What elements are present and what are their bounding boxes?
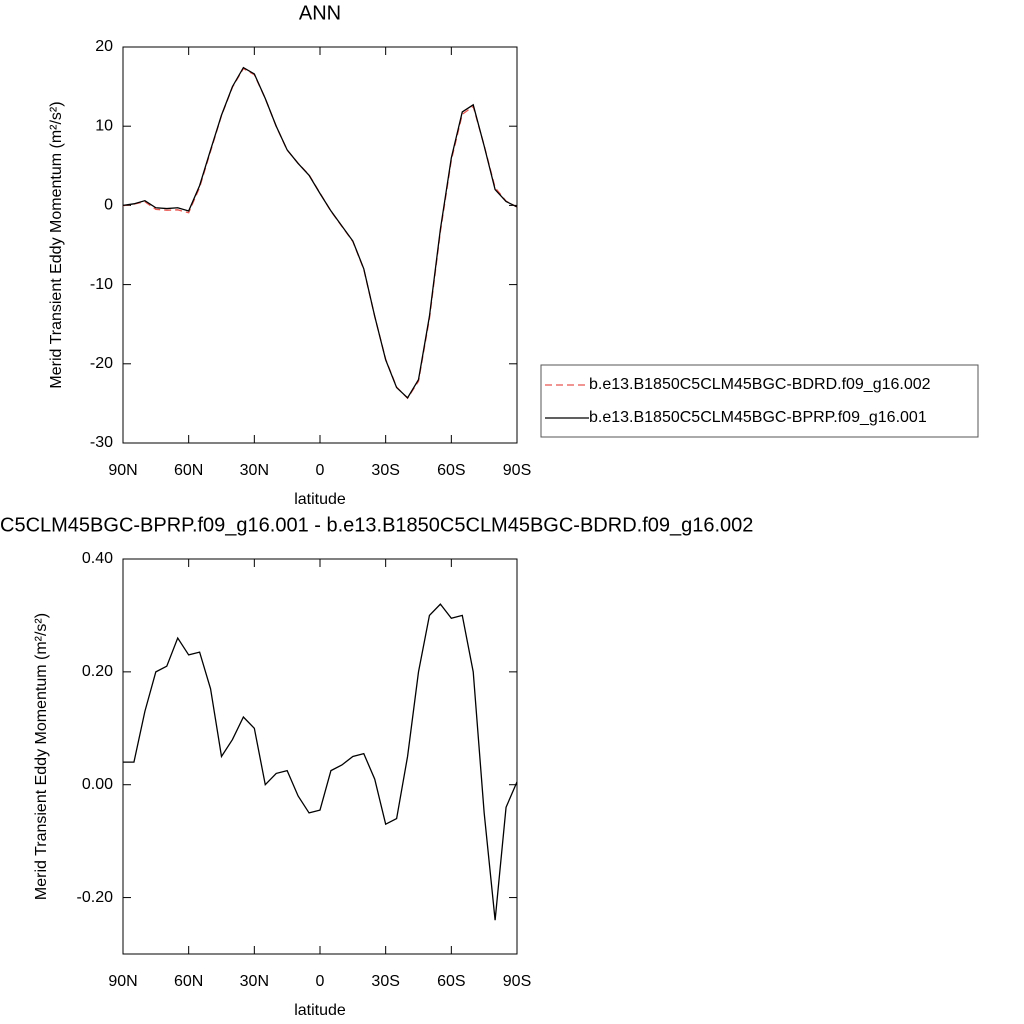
- legend-label: b.e13.B1850C5CLM45BGC-BDRD.f09_g16.002: [589, 376, 931, 393]
- series-line: [123, 603, 518, 921]
- x-tick-label: 0: [316, 973, 325, 990]
- x-tick-label: 90S: [503, 973, 531, 990]
- legend-box: [540, 364, 979, 438]
- x-tick-label: 90S: [503, 462, 531, 479]
- y-axis-label: Merid Transient Eddy Momentum (m²/s²): [33, 613, 50, 900]
- x-axis-label: latitude: [294, 491, 346, 508]
- y-tick-label: 10: [95, 117, 113, 134]
- y-tick-label: 0.00: [82, 776, 113, 793]
- x-tick-label: 60N: [174, 973, 203, 990]
- x-tick-label: 30N: [240, 462, 269, 479]
- y-tick-label: 0.20: [82, 663, 113, 680]
- x-tick-label: 90N: [108, 973, 137, 990]
- x-tick-label: 30S: [371, 973, 399, 990]
- plot-frame: [122, 46, 518, 444]
- x-tick-label: 30S: [371, 462, 399, 479]
- x-tick-label: 60S: [437, 462, 465, 479]
- x-tick-label: 0: [316, 462, 325, 479]
- x-axis-label: latitude: [294, 1002, 346, 1019]
- y-axis-label: Merid Transient Eddy Momentum (m²/s²): [48, 101, 65, 388]
- plot-frame: [122, 558, 518, 955]
- x-tick-label: 60N: [174, 462, 203, 479]
- chart-title: ANN: [299, 2, 341, 24]
- series-line: [122, 67, 518, 400]
- x-tick-label: 30N: [240, 973, 269, 990]
- y-tick-label: 0: [104, 197, 113, 214]
- y-tick-label: -30: [90, 434, 113, 451]
- y-tick-label: 0.40: [82, 550, 113, 567]
- x-tick-label: 60S: [437, 973, 465, 990]
- chart-title: b.e13.B1850C5CLM45BGC-BPRP.f09_g16.001 -…: [0, 514, 753, 536]
- y-tick-label: -0.20: [77, 889, 114, 906]
- x-tick-label: 90N: [108, 462, 137, 479]
- series-line: [122, 66, 518, 399]
- legend-label: b.e13.B1850C5CLM45BGC-BPRP.f09_g16.001: [589, 409, 927, 426]
- y-tick-label: 20: [95, 38, 113, 55]
- y-tick-label: -20: [90, 355, 113, 372]
- y-tick-label: -10: [90, 276, 113, 293]
